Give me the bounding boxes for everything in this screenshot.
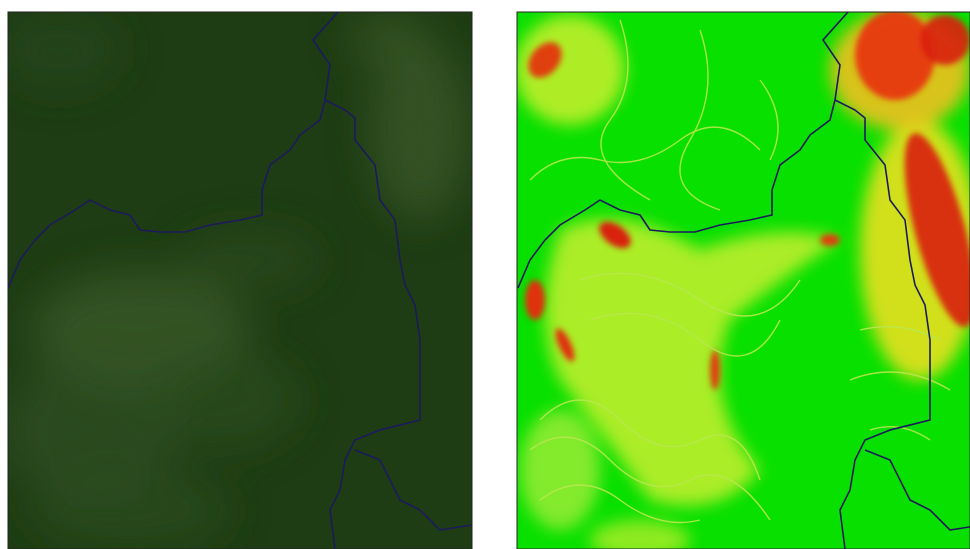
right-map bbox=[515, 10, 970, 549]
page bbox=[0, 0, 970, 549]
left-map bbox=[0, 10, 472, 549]
map-view bbox=[0, 0, 970, 549]
